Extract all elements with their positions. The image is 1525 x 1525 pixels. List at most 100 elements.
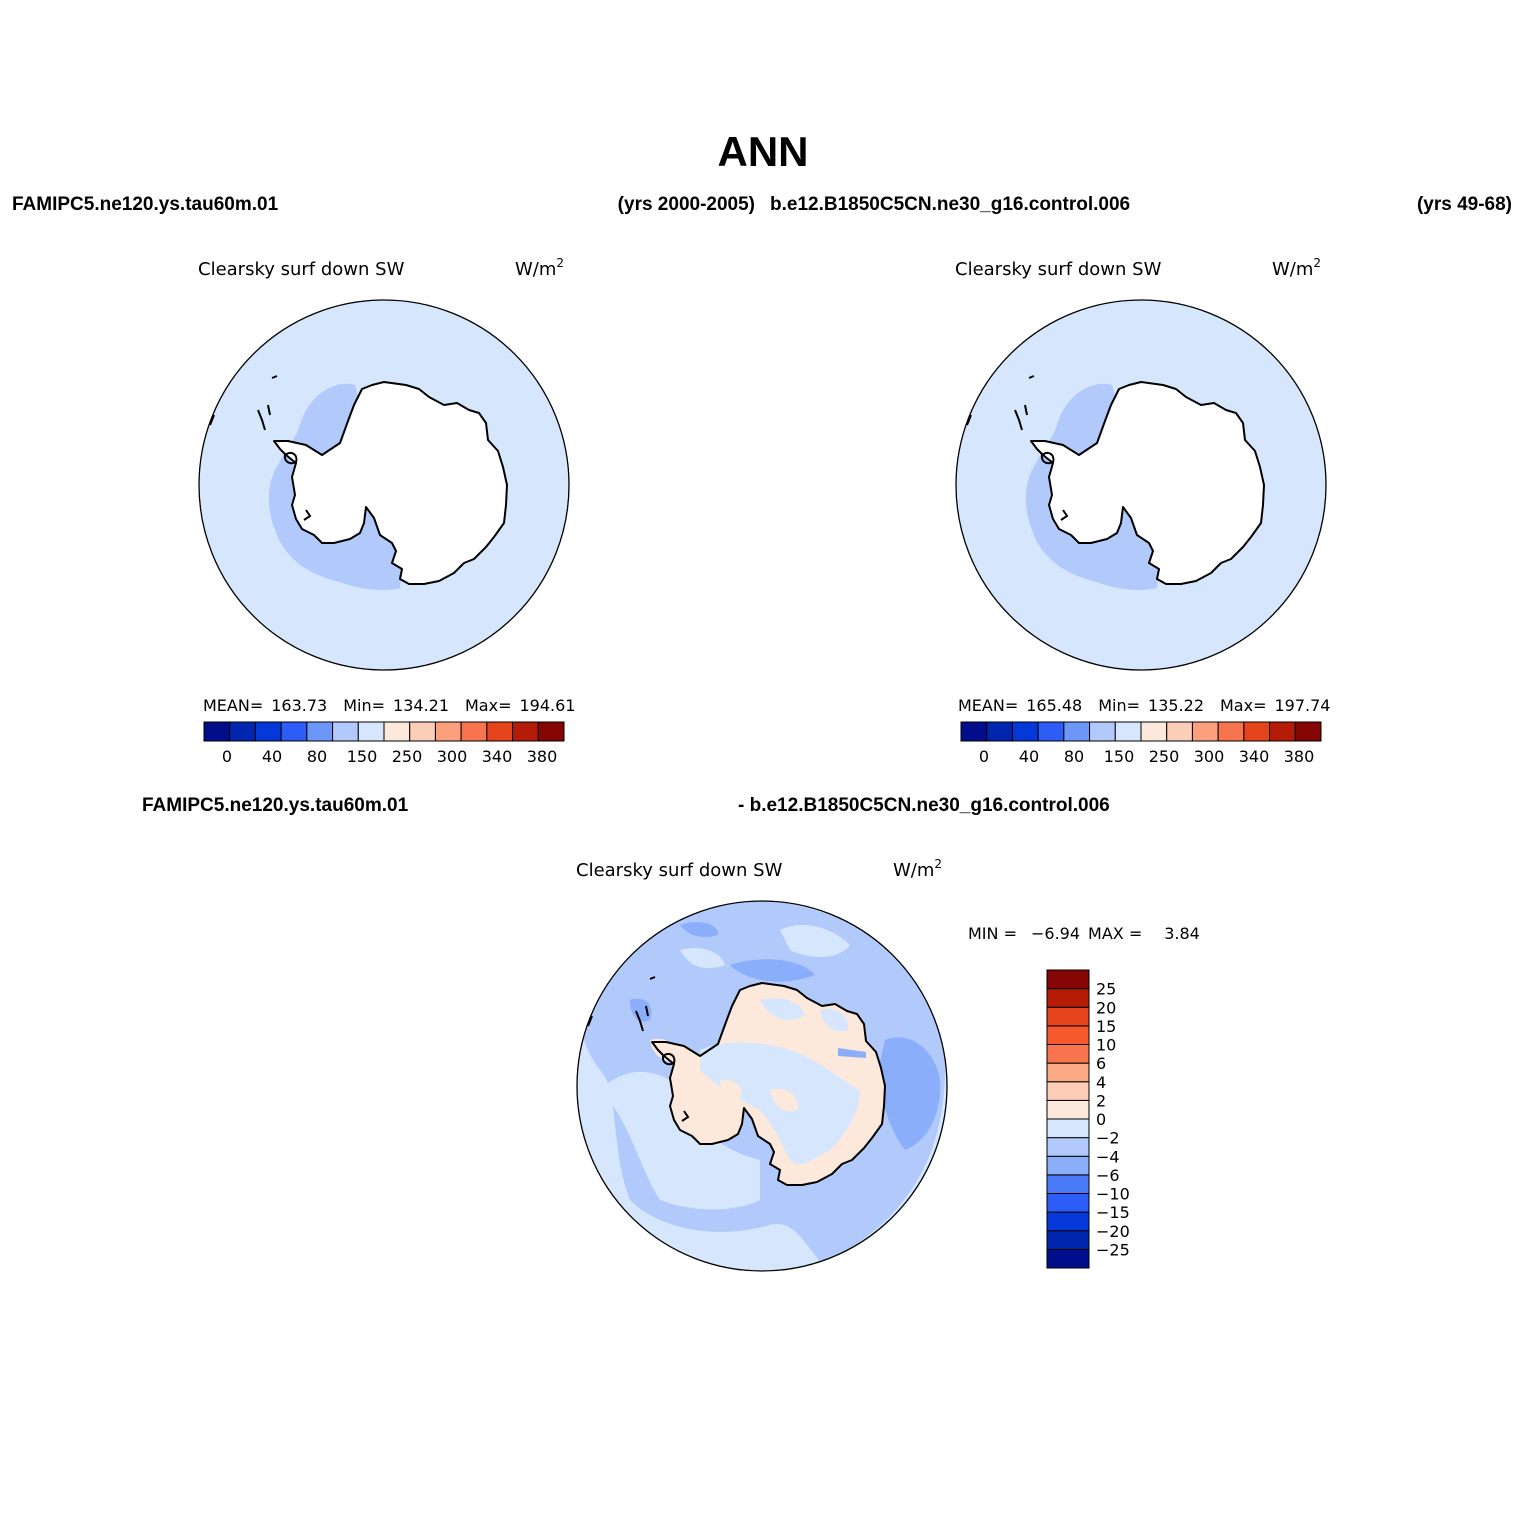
colorbar-swatch: [1046, 1006, 1090, 1027]
map-case2: [955, 299, 1327, 671]
map-diff: [576, 900, 948, 1272]
case1-years: (yrs 2000-2005): [618, 194, 755, 215]
colorbar-swatch: [1046, 1174, 1090, 1194]
panel-case2: Clearsky surf down SW W/m2 MEAN= 165.48 Mi…: [955, 256, 1330, 766]
colorbar-tick-label: 250: [392, 747, 423, 766]
colorbar-swatch: [960, 721, 988, 742]
colorbar-swatch: [1046, 1155, 1090, 1176]
colorbar-tick-label: 380: [527, 747, 558, 766]
colorbar-tick-label: 0: [979, 747, 989, 766]
colorbar-tick-label: 380: [1284, 747, 1315, 766]
colorbar-tick-label: −20: [1096, 1222, 1130, 1241]
colorbar-swatch: [1046, 988, 1090, 1008]
colorbar-swatch: [1140, 721, 1168, 742]
colorbar-swatch: [254, 721, 282, 742]
panel-case1-units: W/m2: [515, 256, 564, 280]
colorbar-swatch: [537, 721, 565, 742]
colorbar-swatch: [1114, 721, 1142, 742]
colorbar-tick-label: 40: [262, 747, 282, 766]
colorbar-tick-label: 300: [437, 747, 468, 766]
colorbar-swatch: [1011, 721, 1039, 742]
colorbar-tick-label: −6: [1096, 1166, 1120, 1185]
panel-case2-stats: MEAN= 165.48 Min= 135.22 Max= 197.74: [958, 696, 1330, 715]
diff-header-left: FAMIPC5.ne120.ys.tau60m.01: [142, 795, 409, 816]
colorbar-tick-label: 340: [482, 747, 513, 766]
panel-case1-stats: MEAN= 163.73 Min= 134.21 Max= 194.61: [203, 696, 575, 715]
colorbar-swatch: [1217, 721, 1245, 742]
colorbar-swatch: [1063, 721, 1091, 742]
colorbar-swatch: [1046, 1137, 1090, 1157]
map-case1: [198, 299, 570, 671]
colorbar-swatch: [1046, 1118, 1090, 1139]
diff-header-right: - b.e12.B1850C5CN.ne30_g16.control.006: [738, 795, 1110, 816]
colorbar-case1: 0 40 80 150 250 300 340 380: [203, 721, 565, 766]
colorbar-swatch: [1046, 1248, 1090, 1269]
colorbar-swatch: [1191, 721, 1219, 742]
colorbar-swatch: [512, 721, 539, 742]
colorbar-swatch: [1046, 1193, 1090, 1213]
colorbar-tick-label: 150: [1104, 747, 1135, 766]
colorbar-swatch: [1269, 721, 1296, 742]
colorbar-swatch: [306, 721, 334, 742]
colorbar-swatch: [1294, 721, 1322, 742]
colorbar-tick-label: 40: [1019, 747, 1039, 766]
colorbar-swatch: [1037, 721, 1065, 742]
colorbar-tick-label: −25: [1096, 1240, 1130, 1259]
colorbar-swatch: [1046, 1230, 1090, 1250]
colorbar-swatch: [434, 721, 462, 742]
colorbar-swatch: [203, 721, 231, 742]
colorbar-swatch: [1046, 1211, 1090, 1232]
colorbar-tick-label: 25: [1096, 980, 1116, 999]
colorbar-tick-label: 300: [1194, 747, 1225, 766]
panel-case1-variable: Clearsky surf down SW: [198, 259, 405, 280]
panel-diff-variable: Clearsky surf down SW: [576, 860, 783, 881]
colorbar-tick-label: 0: [222, 747, 232, 766]
colorbar-swatch: [357, 721, 385, 742]
colorbar-tick-label: 20: [1096, 998, 1116, 1017]
colorbar-swatch: [460, 721, 488, 742]
colorbar-swatch: [332, 721, 359, 742]
colorbar-swatch: [1046, 1099, 1090, 1120]
colorbar-swatch: [1046, 1025, 1090, 1045]
colorbar-swatch: [1046, 969, 1090, 990]
case2-years: (yrs 49-68): [1417, 194, 1512, 215]
panel-diff-units: W/m2: [893, 857, 942, 881]
colorbar-tick-label: −2: [1096, 1129, 1120, 1148]
colorbar-swatch: [1046, 1044, 1090, 1064]
panel-case2-units: W/m2: [1272, 256, 1321, 280]
colorbar-tick-label: 15: [1096, 1017, 1116, 1036]
main-title: ANN: [718, 128, 809, 175]
colorbar-tick-label: 2: [1096, 1091, 1106, 1110]
case2-name: b.e12.B1850C5CN.ne30_g16.control.006: [770, 194, 1130, 215]
colorbar-tick-label: 4: [1096, 1073, 1106, 1092]
colorbar-tick-label: 150: [347, 747, 378, 766]
colorbar-tick-label: 6: [1096, 1054, 1106, 1073]
panel-case1: Clearsky surf down SW W/m2 MEAN= 163.73 Mi…: [198, 256, 575, 766]
panel-diff-minmax: MIN = −6.94 MAX = 3.84: [968, 924, 1200, 943]
colorbar-swatch: [486, 721, 514, 742]
colorbar-swatch: [409, 721, 436, 742]
colorbar-tick-label: 250: [1149, 747, 1180, 766]
colorbar-tick-label: 80: [1064, 747, 1084, 766]
colorbar-tick-label: −15: [1096, 1203, 1130, 1222]
colorbar-tick-label: 340: [1239, 747, 1270, 766]
colorbar-case2: 0 40 80 150 250 300 340 380: [960, 721, 1322, 766]
colorbar-swatch: [1166, 721, 1193, 742]
colorbar-swatch: [1046, 1081, 1090, 1101]
colorbar-swatch: [1243, 721, 1271, 742]
colorbar-swatch: [280, 721, 308, 742]
colorbar-swatch: [1089, 721, 1116, 742]
colorbar-swatch: [986, 721, 1013, 742]
colorbar-swatch: [229, 721, 256, 742]
colorbar-swatch: [383, 721, 411, 742]
colorbar-tick-label: 80: [307, 747, 327, 766]
colorbar-tick-label: −4: [1096, 1147, 1120, 1166]
colorbar-swatch: [1046, 1062, 1090, 1083]
panel-case2-variable: Clearsky surf down SW: [955, 259, 1162, 280]
colorbar-tick-label: 10: [1096, 1036, 1116, 1055]
colorbar-tick-label: −10: [1096, 1185, 1130, 1204]
colorbar-tick-label: 0: [1096, 1110, 1106, 1129]
